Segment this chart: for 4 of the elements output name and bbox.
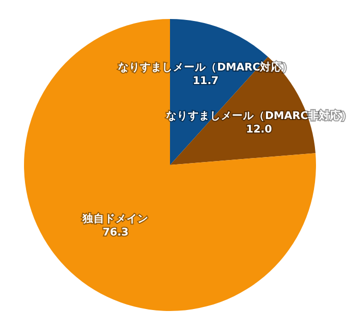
slice-label: 独自ドメイン [82,212,149,225]
data-label: 12.0 [246,124,272,136]
data-label: 11.7 [192,74,219,87]
data-label: 76.3 [102,226,129,239]
